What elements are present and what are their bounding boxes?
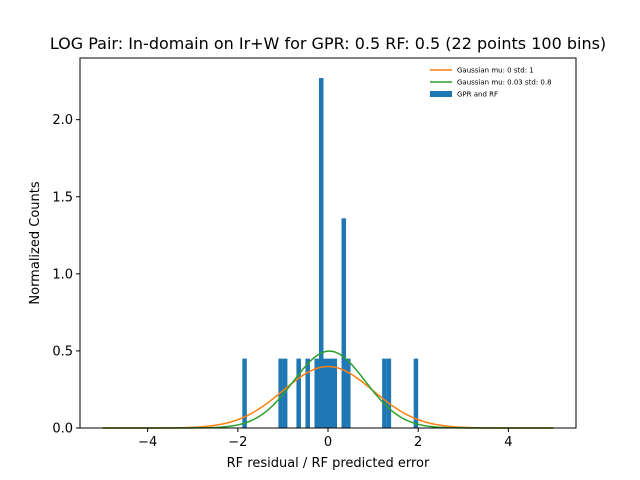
legend-label-0: Gaussian mu: 0 std: 1 — [457, 67, 534, 75]
y-axis-label: Normalized Counts — [28, 181, 43, 304]
histogram-bar-13 — [386, 358, 392, 428]
chart-title: LOG Pair: In-domain on Ir+W for GPR: 0.5… — [50, 34, 606, 53]
x-axis-ticks: −4 −2 0 2 4 — [138, 428, 513, 450]
y-tick-label-4: 2.0 — [52, 113, 73, 128]
histogram-bar-12 — [382, 358, 387, 428]
legend-label-histogram: GPR and RF — [457, 91, 498, 99]
histogram-bar-4 — [305, 358, 310, 428]
histogram-bar-7 — [323, 358, 328, 428]
legend-swatch-histogram — [430, 91, 452, 97]
histogram-bar-10 — [341, 218, 347, 428]
x-tick-label-1: −2 — [228, 435, 247, 450]
x-tick-label-0: −4 — [138, 435, 157, 450]
y-tick-label-0: 0.0 — [52, 422, 73, 437]
legend: Gaussian mu: 0 std: 1 Gaussian mu: 0.03 s… — [430, 67, 552, 99]
histogram-bar-9 — [332, 358, 338, 428]
histogram-bar-8 — [328, 358, 333, 428]
x-axis-label: RF residual / RF predicted error — [227, 456, 430, 471]
legend-label-1: Gaussian mu: 0.03 std: 0.8 — [457, 79, 552, 87]
histogram-bar-11 — [346, 358, 351, 428]
histogram-bar-2 — [282, 358, 288, 428]
histogram-bar-6 — [318, 78, 324, 429]
histogram-bar-14 — [413, 358, 419, 428]
histogram-bar-5 — [314, 358, 319, 428]
y-axis-ticks: 0.0 0.5 1.0 1.5 2.0 — [52, 113, 80, 437]
y-tick-label-1: 0.5 — [52, 344, 73, 359]
x-tick-label-4: 4 — [504, 435, 512, 450]
y-tick-label-2: 1.0 — [52, 267, 73, 282]
histogram-bar-3 — [296, 358, 301, 428]
histogram-bar-0 — [242, 358, 247, 428]
y-tick-label-3: 1.5 — [52, 190, 73, 205]
x-tick-label-2: 0 — [324, 435, 332, 450]
x-tick-label-3: 2 — [414, 435, 422, 450]
